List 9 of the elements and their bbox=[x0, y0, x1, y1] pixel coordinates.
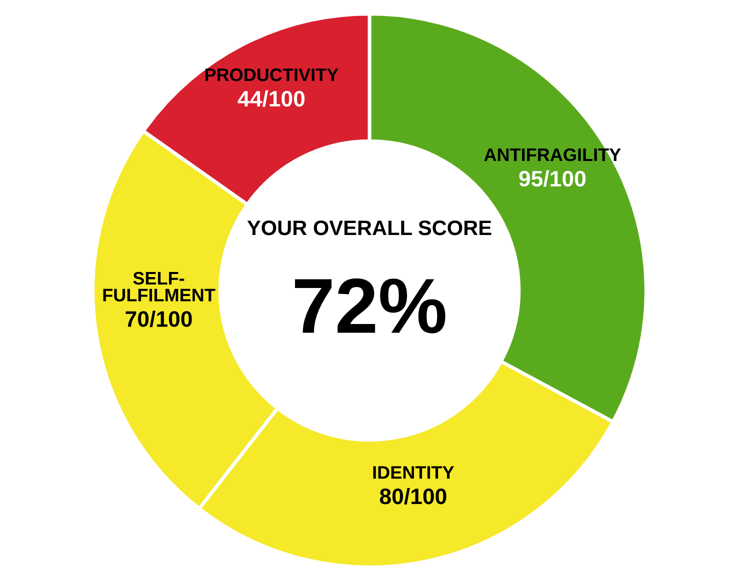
text: 72% bbox=[295, 278, 446, 334]
data-label: 80/100 bbox=[380, 488, 446, 504]
data-label: 70/100 bbox=[126, 310, 192, 328]
slice-label: SELF-FULFILMENT bbox=[103, 272, 216, 302]
data-label: 95/100 bbox=[519, 170, 586, 187]
slice-label: IDENTITY bbox=[373, 466, 454, 479]
data-label: 44/100 bbox=[238, 90, 305, 107]
text: YOUR OVERALL SCORE bbox=[247, 220, 492, 236]
slice-label: PRODUCTIVITY bbox=[205, 68, 338, 82]
